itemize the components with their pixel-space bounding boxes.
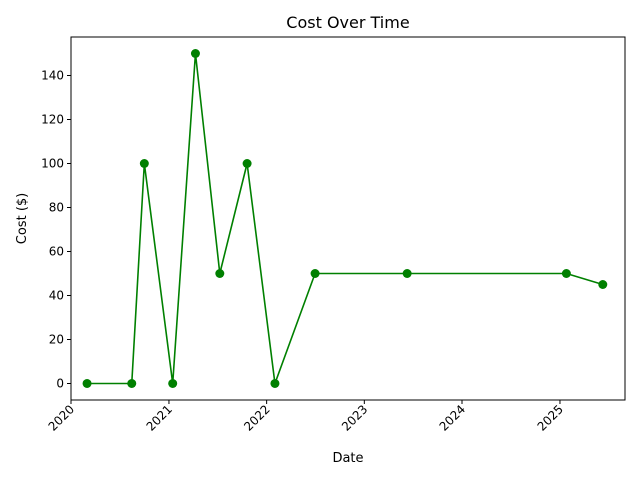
data-point xyxy=(270,379,280,388)
chart-title: Cost Over Time xyxy=(286,13,409,32)
data-point xyxy=(598,280,608,289)
data-point xyxy=(139,159,149,168)
data-point xyxy=(215,269,225,278)
y-axis-label: Cost ($) xyxy=(15,193,30,244)
x-axis: 2020 2021 2022 2023 2024 2025 xyxy=(46,400,566,434)
y-axis: 0 20 40 60 80 100 120 140 xyxy=(41,69,71,391)
y-tick-label: 100 xyxy=(41,157,64,171)
data-point xyxy=(82,379,92,388)
data-point xyxy=(168,379,178,388)
series-line xyxy=(87,52,604,385)
x-tick-label: 2020 xyxy=(46,402,77,433)
x-axis-label: Date xyxy=(332,451,363,466)
y-tick-label: 140 xyxy=(41,69,64,83)
x-tick-label: 2023 xyxy=(339,402,370,433)
data-point xyxy=(561,269,571,278)
data-point xyxy=(127,379,137,388)
y-tick-label: 80 xyxy=(49,201,64,215)
x-tick-label: 2022 xyxy=(241,402,272,433)
plot-frame xyxy=(70,36,626,401)
y-tick-label: 120 xyxy=(41,113,64,127)
data-point xyxy=(310,269,320,278)
data-point xyxy=(190,49,200,58)
y-tick-label: 0 xyxy=(56,377,64,391)
plot-area xyxy=(82,49,608,388)
y-tick-label: 60 xyxy=(49,245,64,259)
x-tick-label: 2024 xyxy=(437,402,468,433)
x-tick-label: 2025 xyxy=(535,402,566,433)
data-point xyxy=(242,159,252,168)
data-point xyxy=(402,269,412,278)
x-tick-label: 2021 xyxy=(144,402,175,433)
y-tick-label: 20 xyxy=(49,333,64,347)
y-tick-label: 40 xyxy=(49,289,64,303)
